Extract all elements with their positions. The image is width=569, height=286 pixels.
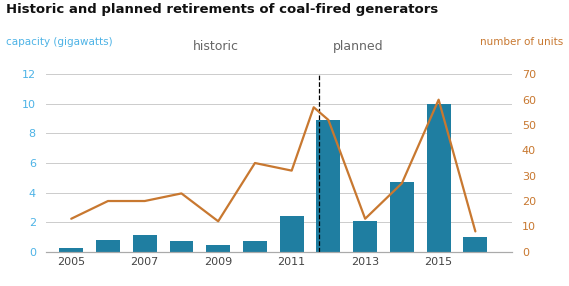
Bar [427, 104, 451, 252]
Bar [243, 241, 267, 252]
Bar [316, 120, 340, 252]
Bar [463, 237, 487, 252]
Text: Historic and planned retirements of coal-fired generators: Historic and planned retirements of coal… [6, 3, 438, 16]
Bar [133, 235, 156, 252]
Bar [59, 248, 83, 252]
Bar [96, 240, 120, 252]
Bar [390, 182, 414, 252]
Text: historic: historic [193, 40, 239, 53]
Text: capacity (gigawatts): capacity (gigawatts) [6, 37, 112, 47]
Bar [353, 221, 377, 252]
Text: number of units: number of units [480, 37, 563, 47]
Bar [170, 241, 193, 252]
Bar [206, 245, 230, 252]
Text: planned: planned [333, 40, 384, 53]
Bar [280, 216, 304, 252]
